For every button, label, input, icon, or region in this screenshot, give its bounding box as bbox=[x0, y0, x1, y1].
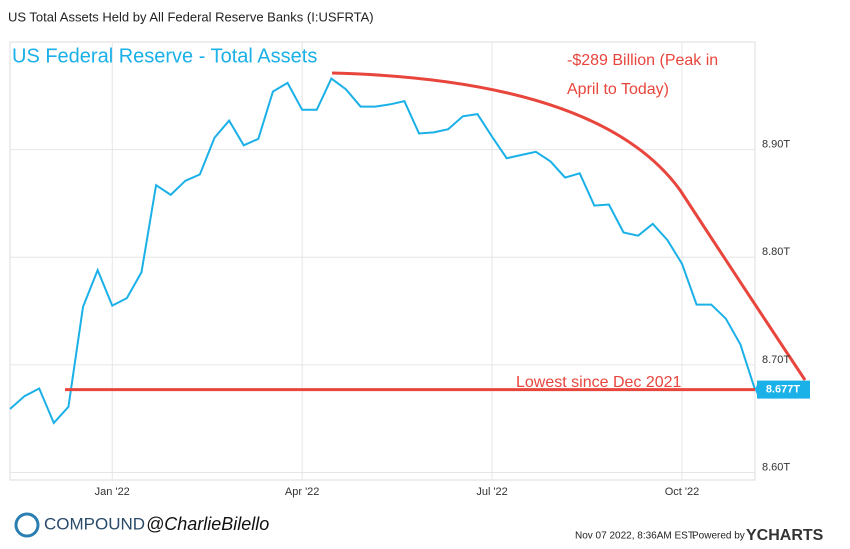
value-label-box bbox=[757, 380, 810, 399]
value-label-pointer bbox=[755, 384, 757, 395]
x-tick-label: Jan '22 bbox=[95, 486, 130, 498]
powered-by: Powered by bbox=[692, 531, 745, 542]
series-line bbox=[9, 77, 756, 425]
x-tick-label: Oct '22 bbox=[665, 486, 700, 498]
x-tick-label: Jul '22 bbox=[476, 486, 507, 498]
y-tick-label: 8.70T bbox=[762, 354, 790, 366]
plot-frame bbox=[9, 41, 756, 481]
annotation-change: -$289 Billion (Peak in bbox=[567, 52, 718, 69]
logo bbox=[14, 512, 40, 538]
annotation-title: US Federal Reserve - Total Assets bbox=[12, 45, 317, 67]
handle: @CharlieBilello bbox=[146, 514, 269, 534]
provider: YCHARTS bbox=[746, 527, 824, 544]
page-title: US Total Assets Held by All Federal Rese… bbox=[8, 9, 374, 24]
timestamp: Nov 07 2022, 8:36AM EST. bbox=[575, 531, 696, 542]
value-label: 8.677T bbox=[766, 384, 801, 396]
y-tick-label: 8.60T bbox=[762, 461, 790, 473]
brand: COMPOUND bbox=[44, 514, 145, 533]
annotation-change: April to Today) bbox=[567, 81, 669, 98]
annotation-curve bbox=[331, 71, 807, 381]
plot bbox=[9, 42, 756, 480]
x-tick-label: Apr '22 bbox=[285, 486, 320, 498]
y-tick-label: 8.90T bbox=[762, 139, 790, 151]
y-tick-label: 8.80T bbox=[762, 246, 790, 258]
annotation-low: Lowest since Dec 2021 bbox=[516, 374, 682, 391]
